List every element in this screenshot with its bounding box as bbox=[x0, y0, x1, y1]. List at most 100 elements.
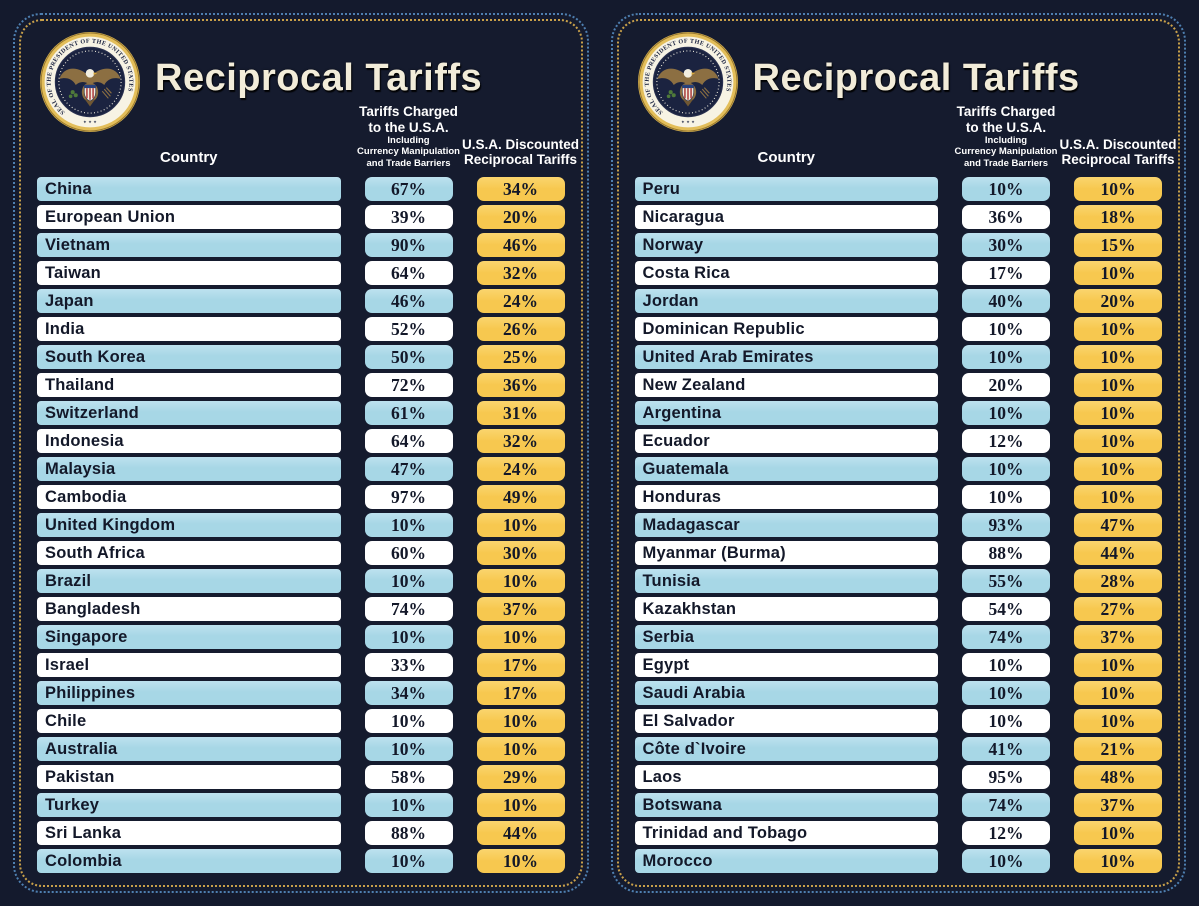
discounted-tariff-value: 37% bbox=[1100, 626, 1136, 647]
table-row: Côte d`Ivoire 41% 21% bbox=[634, 737, 1162, 761]
discounted-tariff-value: 20% bbox=[503, 206, 538, 227]
discounted-tariff-pill: 44% bbox=[1074, 541, 1162, 565]
discounted-tariff-value: 17% bbox=[503, 654, 538, 675]
country-label: Ecuador bbox=[642, 431, 710, 450]
table-row: Trinidad and Tobago 12% 10% bbox=[634, 821, 1162, 845]
discounted-tariff-value: 10% bbox=[1100, 710, 1136, 731]
country-bar: El Salvador bbox=[634, 709, 938, 733]
discounted-tariff-value: 10% bbox=[1100, 262, 1136, 283]
charged-tariff-pill: 10% bbox=[364, 793, 453, 817]
country-label: Pakistan bbox=[45, 767, 115, 786]
country-bar: Chile bbox=[37, 709, 341, 733]
country-label: El Salvador bbox=[642, 711, 735, 730]
discounted-tariff-pill: 37% bbox=[476, 597, 565, 621]
discounted-tariff-value: 10% bbox=[1100, 654, 1136, 675]
charged-tariff-pill: 74% bbox=[962, 793, 1050, 817]
charged-tariff-value: 95% bbox=[988, 766, 1024, 787]
panel-header: SEAL OF THE PRESIDENT OF THE UNITED STAT… bbox=[37, 31, 579, 169]
column-header-country: Country bbox=[757, 149, 816, 166]
charged-tariff-value: 10% bbox=[391, 850, 426, 871]
table-row: Indonesia 64% 32% bbox=[37, 429, 565, 453]
country-bar: Australia bbox=[37, 737, 341, 761]
charged-tariff-value: 67% bbox=[391, 178, 426, 199]
country-label: Côte d`Ivoire bbox=[642, 739, 746, 758]
country-label: Morocco bbox=[642, 851, 713, 870]
charged-tariff-pill: 10% bbox=[962, 345, 1050, 369]
discounted-tariff-pill: 48% bbox=[1074, 765, 1162, 789]
table-row: Guatemala 10% 10% bbox=[634, 457, 1162, 481]
country-label: India bbox=[45, 319, 85, 338]
charged-tariff-value: 72% bbox=[391, 374, 426, 395]
column-header-charged: Tariffs Charged to the U.S.A. Including … bbox=[954, 104, 1058, 169]
discounted-tariff-value: 47% bbox=[1100, 514, 1136, 535]
discounted-tariff-value: 18% bbox=[1100, 206, 1136, 227]
country-bar: Madagascar bbox=[634, 513, 938, 537]
discounted-tariff-pill: 10% bbox=[476, 737, 565, 761]
discounted-tariff-pill: 47% bbox=[1074, 513, 1162, 537]
charged-tariff-pill: 10% bbox=[962, 653, 1050, 677]
charged-tariff-pill: 88% bbox=[962, 541, 1050, 565]
country-bar: Guatemala bbox=[634, 457, 938, 481]
charged-tariff-pill: 34% bbox=[364, 681, 453, 705]
charged-tariff-value: 50% bbox=[391, 346, 426, 367]
table-body: China 67% 34% European Union 39% 20% Vie… bbox=[37, 177, 565, 873]
country-label: Malaysia bbox=[45, 459, 116, 478]
table-body: Peru 10% 10% Nicaragua 36% 18% Norway 30… bbox=[634, 177, 1162, 873]
charged-tariff-value: 10% bbox=[988, 346, 1024, 367]
table-row: Pakistan 58% 29% bbox=[37, 765, 565, 789]
table-row: South Africa 60% 30% bbox=[37, 541, 565, 565]
table-row: Costa Rica 17% 10% bbox=[634, 261, 1162, 285]
country-bar: United Arab Emirates bbox=[634, 345, 938, 369]
discounted-tariff-pill: 31% bbox=[476, 401, 565, 425]
panel-inner: SEAL OF THE PRESIDENT OF THE UNITED STAT… bbox=[19, 19, 583, 887]
table-row: Dominican Republic 10% 10% bbox=[634, 317, 1162, 341]
country-label: Myanmar (Burma) bbox=[642, 543, 786, 562]
table-row: European Union 39% 20% bbox=[37, 205, 565, 229]
table-row: Australia 10% 10% bbox=[37, 737, 565, 761]
discounted-tariff-value: 30% bbox=[503, 542, 538, 563]
country-bar: Norway bbox=[634, 233, 938, 257]
table-row: Israel 33% 17% bbox=[37, 653, 565, 677]
country-bar: United Kingdom bbox=[37, 513, 341, 537]
discounted-tariff-value: 10% bbox=[503, 710, 538, 731]
discounted-tariff-value: 10% bbox=[1100, 682, 1136, 703]
discounted-tariff-value: 24% bbox=[503, 290, 538, 311]
country-label: Kazakhstan bbox=[642, 599, 737, 618]
country-label: Tunisia bbox=[642, 571, 701, 590]
charged-tariff-value: 12% bbox=[988, 822, 1024, 843]
country-label: New Zealand bbox=[642, 375, 746, 394]
discounted-tariff-value: 21% bbox=[1100, 738, 1136, 759]
discounted-tariff-pill: 10% bbox=[1074, 849, 1162, 873]
discounted-tariff-pill: 44% bbox=[476, 821, 565, 845]
discounted-tariff-value: 25% bbox=[503, 346, 538, 367]
charged-tariff-value: 10% bbox=[988, 458, 1024, 479]
charged-tariff-pill: 12% bbox=[962, 429, 1050, 453]
charged-tariff-value: 10% bbox=[988, 710, 1024, 731]
column-header-discounted: U.S.A. Discounted Reciprocal Tariffs bbox=[1059, 136, 1177, 167]
country-bar: Nicaragua bbox=[634, 205, 938, 229]
country-label: China bbox=[45, 179, 92, 198]
charged-tariff-value: 74% bbox=[391, 598, 426, 619]
charged-tariff-pill: 10% bbox=[962, 709, 1050, 733]
charged-tariff-value: 64% bbox=[391, 430, 426, 451]
discounted-tariff-pill: 24% bbox=[476, 457, 565, 481]
discounted-tariff-value: 37% bbox=[503, 598, 538, 619]
table-row: Sri Lanka 88% 44% bbox=[37, 821, 565, 845]
discounted-tariff-value: 10% bbox=[503, 570, 538, 591]
country-bar: Argentina bbox=[634, 401, 938, 425]
table-row: New Zealand 20% 10% bbox=[634, 373, 1162, 397]
country-bar: Ecuador bbox=[634, 429, 938, 453]
discounted-tariff-pill: 10% bbox=[1074, 401, 1162, 425]
charged-tariff-value: 12% bbox=[988, 430, 1024, 451]
charged-tariff-pill: 36% bbox=[962, 205, 1050, 229]
discounted-tariff-pill: 10% bbox=[1074, 261, 1162, 285]
discounted-tariff-pill: 49% bbox=[476, 485, 565, 509]
discounted-tariff-pill: 29% bbox=[476, 765, 565, 789]
country-bar: European Union bbox=[37, 205, 341, 229]
charged-tariff-pill: 17% bbox=[962, 261, 1050, 285]
charged-tariff-value: 47% bbox=[391, 458, 426, 479]
table-row: Jordan 40% 20% bbox=[634, 289, 1162, 313]
country-bar: China bbox=[37, 177, 341, 201]
table-row: Japan 46% 24% bbox=[37, 289, 565, 313]
page-title: Reciprocal Tariffs bbox=[155, 57, 483, 99]
